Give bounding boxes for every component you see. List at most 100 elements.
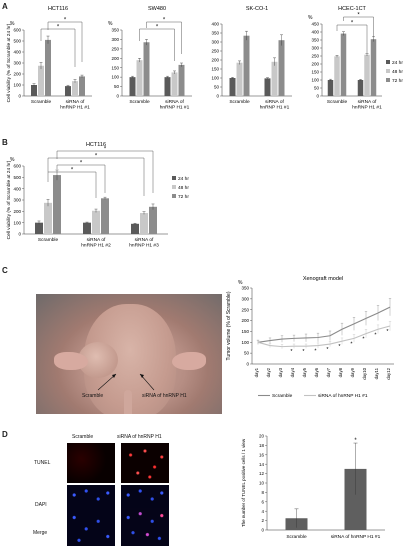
y-tick-label: 250	[111, 46, 119, 51]
bar	[79, 76, 85, 96]
y-tick-label: 50	[114, 84, 120, 89]
y-tick-label: 300	[241, 296, 249, 301]
significance-bracket	[47, 157, 145, 196]
legend-label: 72 hr	[178, 194, 189, 200]
x-tick-label: day9	[350, 367, 355, 377]
x-tick-label: day11	[374, 367, 379, 379]
chart-sk-co-1: SK-CO-1 0 50 100 150 200 250 300 350 400 Scramble s…	[211, 6, 292, 111]
x-tick-label: hnRNP H1 #1	[260, 105, 290, 111]
bar	[38, 65, 44, 96]
significance-bracket	[40, 28, 76, 67]
y-tick-label: 100	[311, 78, 319, 83]
bar	[35, 222, 43, 234]
y-tick-label: 100	[13, 83, 21, 88]
bar	[178, 64, 185, 96]
y-tick-label: 200	[111, 56, 119, 61]
bar	[344, 468, 367, 530]
y-tick-label: 350	[111, 28, 119, 33]
y-tick-label: 14	[259, 462, 265, 467]
y-tick-label: 8	[261, 490, 264, 495]
x-tick-label: day6	[314, 367, 319, 377]
bar	[129, 77, 136, 96]
y-tick-label: 200	[241, 318, 249, 323]
bar	[140, 213, 148, 234]
y-tick-label: 150	[111, 65, 119, 70]
right-paw	[172, 352, 206, 370]
x-tick-label: day1	[254, 367, 259, 377]
significance-star: *	[156, 25, 159, 31]
significance-bracket	[336, 24, 368, 53]
y-tick-label: 350	[311, 38, 319, 43]
x-tick-label: day4	[290, 367, 295, 377]
y-unit-label: %	[108, 21, 113, 27]
y-tick-label: 18	[259, 443, 265, 448]
y-tick-label: 100	[241, 340, 249, 345]
legend-swatch	[172, 176, 176, 180]
x-tick-label: Scramble	[31, 99, 52, 105]
y-tick-label: 250	[241, 307, 249, 312]
bar	[131, 223, 139, 234]
y-tick-label: 0	[246, 362, 249, 367]
x-tick-label: Scramble	[229, 99, 250, 105]
y-tick-label: 200	[311, 62, 319, 67]
bar	[65, 86, 71, 96]
y-tick-label: 300	[311, 46, 319, 51]
bar	[164, 77, 171, 96]
y-tick-label: 300	[211, 40, 219, 45]
significance-bracket	[47, 171, 97, 198]
significance-star: *	[64, 18, 67, 24]
bar	[271, 61, 278, 96]
chart-hcec-1ct: HCEC-1CT% 0 50 100 150 200 250 300 350 400 450 Scra…	[308, 6, 403, 111]
y-tick-label: 0	[18, 232, 21, 237]
y-tick-label: 50	[244, 351, 250, 356]
y-axis-label: The number of TUNEL positive cells / 1 v…	[241, 438, 246, 527]
y-tick-label: 50	[214, 85, 220, 90]
significance-star: *	[104, 147, 107, 153]
y-tick-label: 600	[13, 28, 21, 33]
significance-star: *	[290, 349, 293, 355]
significance-star: *	[80, 161, 83, 167]
micro-col-sirna: siRNA of hnRNP H1	[117, 434, 162, 440]
x-tick-label: hnRNP H1 #1	[352, 105, 382, 111]
significance-star: *	[338, 344, 341, 350]
y-tick-label: 16	[259, 452, 265, 457]
bar	[243, 35, 250, 96]
legend-label: 48 hr	[178, 185, 189, 191]
chart-tunel-count: The number of TUNEL positive cells / 1 v…	[241, 434, 385, 540]
legend-label: Scramble	[272, 393, 293, 399]
bar	[44, 202, 52, 234]
tunel-scramble-image	[67, 443, 115, 483]
legend-swatch	[172, 194, 176, 198]
legend-label: 48 hr	[392, 69, 403, 75]
y-tick-label: 10	[259, 481, 265, 486]
y-tick-label: 500	[13, 39, 21, 44]
panel-letter-c: C	[2, 266, 8, 275]
bar	[53, 175, 61, 234]
legend-label: 72 hr	[392, 78, 403, 84]
y-tick-label: 20	[259, 434, 265, 439]
y-unit-label: %	[238, 280, 243, 286]
significance-bracket	[56, 150, 154, 193]
bar	[92, 210, 100, 234]
legend-label: siRNA of hnRNP H1 #1	[318, 393, 368, 399]
y-tick-label: 250	[211, 49, 219, 54]
x-tick-label: siRNA of	[135, 237, 154, 243]
tunel-sirna-image	[121, 443, 169, 483]
y-tick-label: 6	[261, 499, 264, 504]
significance-star: *	[374, 332, 377, 338]
chart-sw480: SW480% 0 50 100 150 200 250 300 350 Scramble siRNA…	[108, 6, 192, 111]
chart-xenograft: Xenograft model% Tumor volume (% of Scram…	[226, 276, 394, 399]
x-tick-label: siRNA of	[87, 237, 106, 243]
micro-row-tunel: TUNEL	[34, 460, 51, 466]
significance-star: *	[302, 349, 305, 355]
y-tick-label: 150	[211, 67, 219, 72]
significance-star: *	[163, 18, 166, 24]
y-tick-label: 150	[241, 329, 249, 334]
bar	[136, 60, 143, 96]
y-tick-label: 200	[13, 209, 21, 214]
x-tick-label: day10	[362, 367, 367, 379]
bar	[264, 78, 271, 96]
x-tick-label: siRNA of	[66, 99, 85, 105]
bar	[364, 54, 370, 96]
y-tick-label: 0	[216, 94, 219, 99]
